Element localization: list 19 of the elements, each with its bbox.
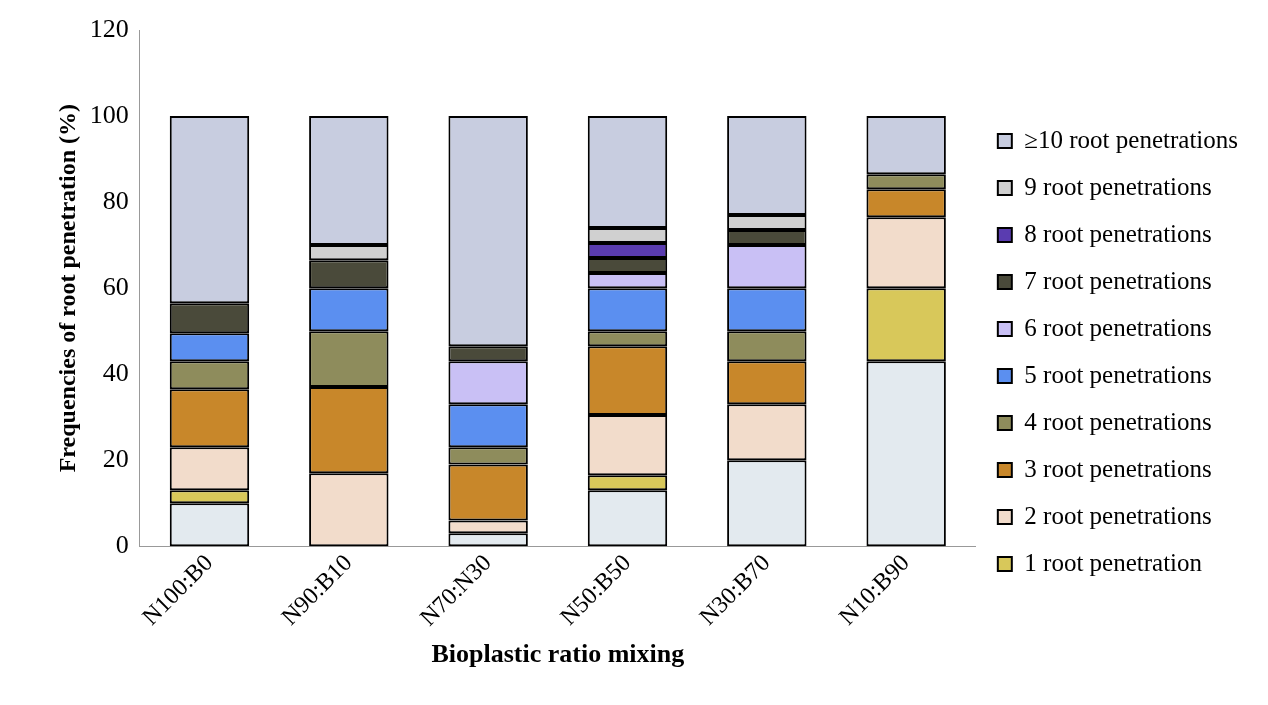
legend-label: 2 root penetrations [1024,501,1212,529]
y-tick-label: 40 [102,358,129,388]
legend-label: ≥10 root penetrations [1024,125,1238,153]
legend-label: 3 root penetrations [1024,454,1212,482]
y-tick-label: 60 [102,271,129,301]
y-tick-label: 100 [89,99,129,129]
legend-label: 1 root penetration [1024,548,1203,576]
legend-label: 9 root penetrations [1024,172,1212,200]
y-tick-label: 80 [102,185,129,215]
legend-label: 4 root penetrations [1024,407,1212,435]
legend-label: 6 root penetrations [1024,313,1212,341]
y-tick-label: 0 [115,530,129,560]
y-tick-label: 20 [102,444,129,474]
legend-label: 5 root penetrations [1024,360,1212,388]
legend-label: 8 root penetrations [1024,219,1212,247]
y-tick-label: 120 [89,13,129,43]
y-axis-title: Frequencies of root penetration (%) [53,103,80,473]
x-axis-title: Bioplastic ratio mixing [431,639,685,669]
legend-label: 7 root penetrations [1024,266,1212,294]
